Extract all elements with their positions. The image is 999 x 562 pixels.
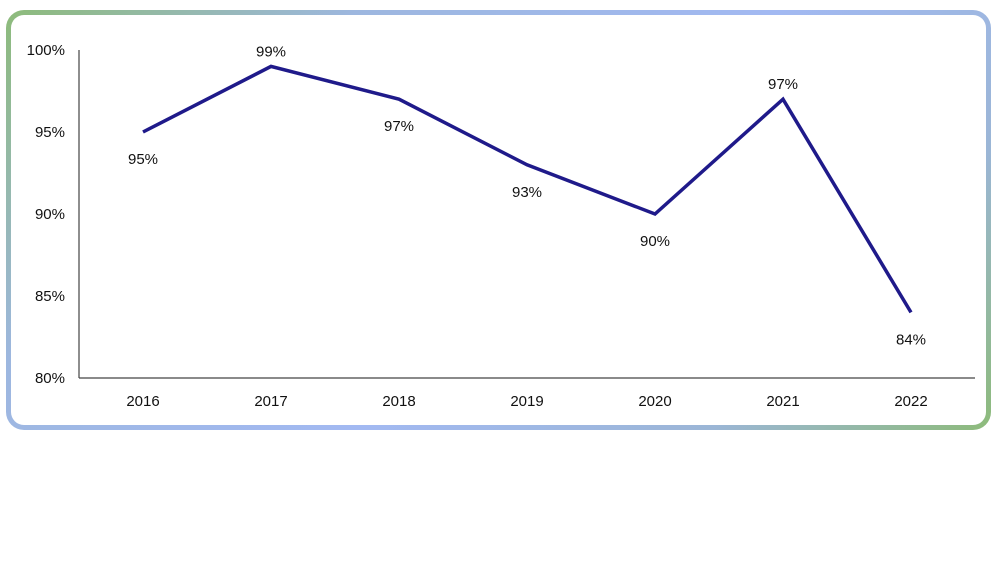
data-label: 93% xyxy=(512,184,542,201)
data-label: 97% xyxy=(384,118,414,135)
y-tick-label: 100% xyxy=(27,42,65,59)
data-label: 99% xyxy=(256,43,286,60)
x-tick-label: 2018 xyxy=(382,393,415,410)
x-tick-label: 2021 xyxy=(766,393,799,410)
y-tick-label: 85% xyxy=(35,288,65,305)
x-tick-label: 2022 xyxy=(894,393,927,410)
chart-frame: 100% 95% 90% 85% 80% 2016 2017 2018 2019 2020 202… xyxy=(6,10,991,430)
y-tick-labels: 100% 95% 90% 85% 80% xyxy=(27,42,65,387)
data-label: 84% xyxy=(896,331,926,348)
y-tick-label: 80% xyxy=(35,370,65,387)
data-labels: 95% 99% 97% 93% 90% 97% 84% xyxy=(128,43,926,348)
line-chart: 100% 95% 90% 85% 80% 2016 2017 2018 2019 2020 202… xyxy=(27,42,975,410)
y-tick-label: 95% xyxy=(35,124,65,141)
chart-panel: 100% 95% 90% 85% 80% 2016 2017 2018 2019 2020 202… xyxy=(11,15,986,425)
data-label: 95% xyxy=(128,151,158,168)
data-label: 97% xyxy=(768,76,798,93)
x-tick-label: 2019 xyxy=(510,393,543,410)
series-line xyxy=(142,64,913,314)
data-label: 90% xyxy=(640,233,670,250)
chart-axes xyxy=(78,50,975,379)
x-tick-label: 2016 xyxy=(126,393,159,410)
x-tick-labels: 2016 2017 2018 2019 2020 2021 2022 xyxy=(126,393,927,410)
x-tick-label: 2020 xyxy=(638,393,671,410)
series-group xyxy=(142,64,913,314)
x-tick-label: 2017 xyxy=(254,393,287,410)
y-tick-label: 90% xyxy=(35,206,65,223)
